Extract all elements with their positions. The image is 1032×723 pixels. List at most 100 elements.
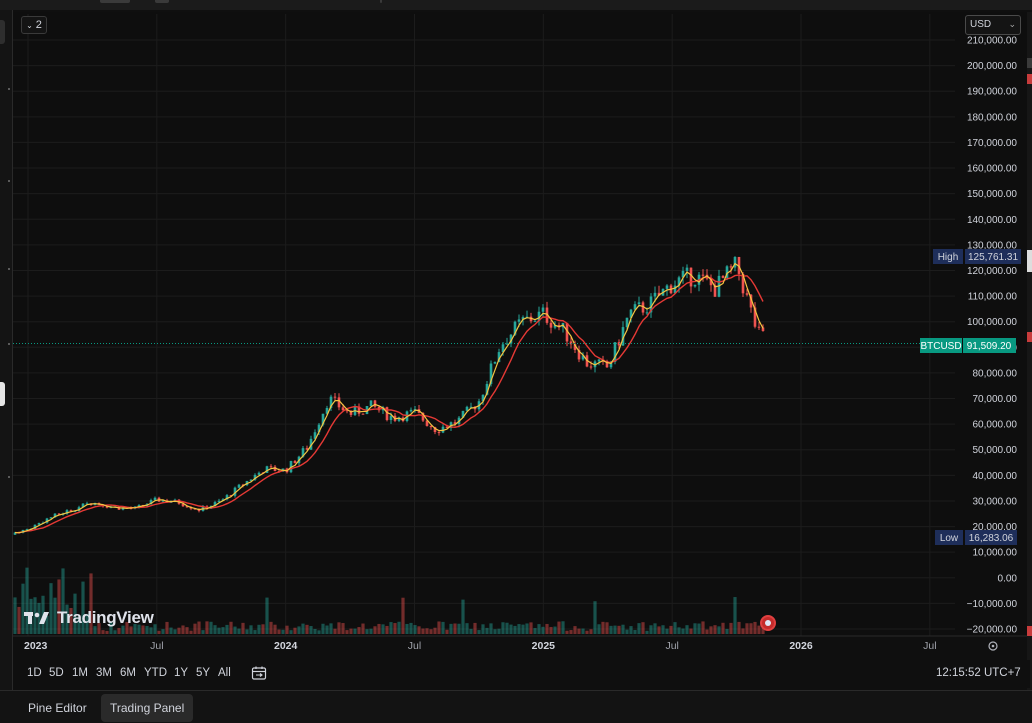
volume-bar <box>253 630 257 634</box>
volume-bar <box>693 623 697 634</box>
volume-bar <box>517 624 521 634</box>
candle-body <box>257 472 261 475</box>
volume-bar <box>461 599 465 634</box>
volume-bar <box>393 623 397 634</box>
timeframe-1m[interactable]: 1M <box>72 667 88 679</box>
timeframe-ytd[interactable]: YTD <box>144 667 167 679</box>
volume-bar <box>61 568 65 634</box>
volume-bar <box>741 628 745 634</box>
timeframe-1d[interactable]: 1D <box>27 667 42 679</box>
candle-body <box>565 322 569 342</box>
candle-body <box>317 424 321 433</box>
top-strip-tab[interactable] <box>380 0 382 3</box>
price-axis-tick: 210,000.00 <box>967 36 1017 47</box>
timeframe-6m[interactable]: 6M <box>120 667 136 679</box>
volume-bar <box>217 627 221 634</box>
volume-bar <box>721 622 725 634</box>
candle-body <box>673 285 677 294</box>
candle-body <box>569 341 573 345</box>
toolbar-handle[interactable] <box>0 20 5 44</box>
candle-body <box>369 400 373 406</box>
current-price-label-bg <box>920 338 962 353</box>
candle-body <box>57 513 61 515</box>
candle-body <box>373 400 377 407</box>
candle-body <box>757 326 761 328</box>
candle-body <box>701 274 705 276</box>
volume-bar <box>257 624 261 634</box>
volume-bar <box>305 624 309 634</box>
toolbar-dot <box>8 180 10 182</box>
volume-bar <box>105 630 109 634</box>
volume-bar <box>269 621 273 634</box>
toolbar-handle-active[interactable] <box>0 382 5 406</box>
volume-bar <box>589 629 593 634</box>
volume-bar <box>737 621 741 634</box>
candle-body <box>497 352 501 363</box>
volume-bar <box>201 630 205 634</box>
timeframe-5y[interactable]: 5Y <box>196 667 211 679</box>
candle-body <box>597 359 601 362</box>
timeframe-all[interactable]: All <box>218 667 231 679</box>
price-axis-tick: 20,000.00 <box>973 522 1018 533</box>
volume-bar <box>169 627 173 634</box>
time-axis-label: 2026 <box>789 640 813 652</box>
volume-bar <box>373 626 377 634</box>
candle-body <box>645 312 649 314</box>
candle-body <box>541 307 545 312</box>
volume-bar <box>477 630 481 634</box>
volume-bar <box>49 583 53 634</box>
currency-select[interactable]: USD ⌄ <box>965 15 1021 35</box>
volume-bar <box>121 625 125 634</box>
candle-body <box>521 317 525 320</box>
timeframe-5d[interactable]: 5D <box>49 667 64 679</box>
volume-bar <box>417 626 421 634</box>
timeframe-1y[interactable]: 1Y <box>174 667 189 679</box>
volume-bar <box>649 625 653 634</box>
price-axis-tick: 190,000.00 <box>967 87 1017 98</box>
volume-bar <box>45 615 49 634</box>
candle-body <box>313 432 317 439</box>
volume-bar <box>85 613 89 634</box>
chart-pane[interactable] <box>13 12 1030 636</box>
top-strip-tab[interactable] <box>155 0 169 3</box>
volume-bar <box>381 624 385 634</box>
tab-trading-panel[interactable]: Trading Panel <box>101 694 194 722</box>
volume-bar <box>273 624 277 634</box>
volume-bar <box>281 629 285 634</box>
volume-bar <box>485 627 489 634</box>
volume-bar <box>565 630 569 634</box>
candle-body <box>269 466 273 468</box>
candle-body <box>537 311 541 321</box>
volume-bar <box>289 630 293 634</box>
candle-body <box>753 307 757 327</box>
volume-bar <box>529 622 533 634</box>
price-axis-tick: 140,000.00 <box>967 215 1017 226</box>
volume-bar <box>129 626 133 634</box>
volume-bar <box>329 623 333 634</box>
top-strip-tab[interactable] <box>100 0 130 3</box>
price-axis-tick: 60,000.00 <box>973 420 1018 431</box>
volume-bar <box>145 625 149 634</box>
axis-settings-gear-icon[interactable] <box>988 641 998 651</box>
volume-bar <box>321 623 325 634</box>
volume-bar <box>313 628 317 634</box>
candle-body <box>485 383 489 395</box>
economic-events-flag-icon[interactable] <box>760 615 776 631</box>
volume-bar <box>497 628 501 634</box>
price-chart[interactable]: 210,000.00200,000.00190,000.00180,000.00… <box>0 0 1032 660</box>
timeframe-3m[interactable]: 3M <box>96 667 112 679</box>
price-axis-tick: −10,000.00 <box>967 599 1018 610</box>
time-axis-label: 2023 <box>24 640 48 652</box>
candle-body <box>233 487 237 496</box>
candle-body <box>549 322 553 328</box>
tab-pine-editor[interactable]: Pine Editor <box>19 694 96 722</box>
volume-bar <box>197 621 201 634</box>
legend-collapse-button[interactable]: ⌄ 2 <box>21 16 47 34</box>
current-price-marker: BTCUSD 91,509.20 <box>920 338 1016 353</box>
utc-clock[interactable]: 12:15:52 UTC+7 <box>936 667 1021 679</box>
edge-marker <box>1027 74 1032 84</box>
volume-bar <box>157 630 161 634</box>
candle-body <box>49 517 53 519</box>
price-axis-tick: 120,000.00 <box>967 266 1017 277</box>
date-range-calendar-icon[interactable] <box>251 665 267 681</box>
